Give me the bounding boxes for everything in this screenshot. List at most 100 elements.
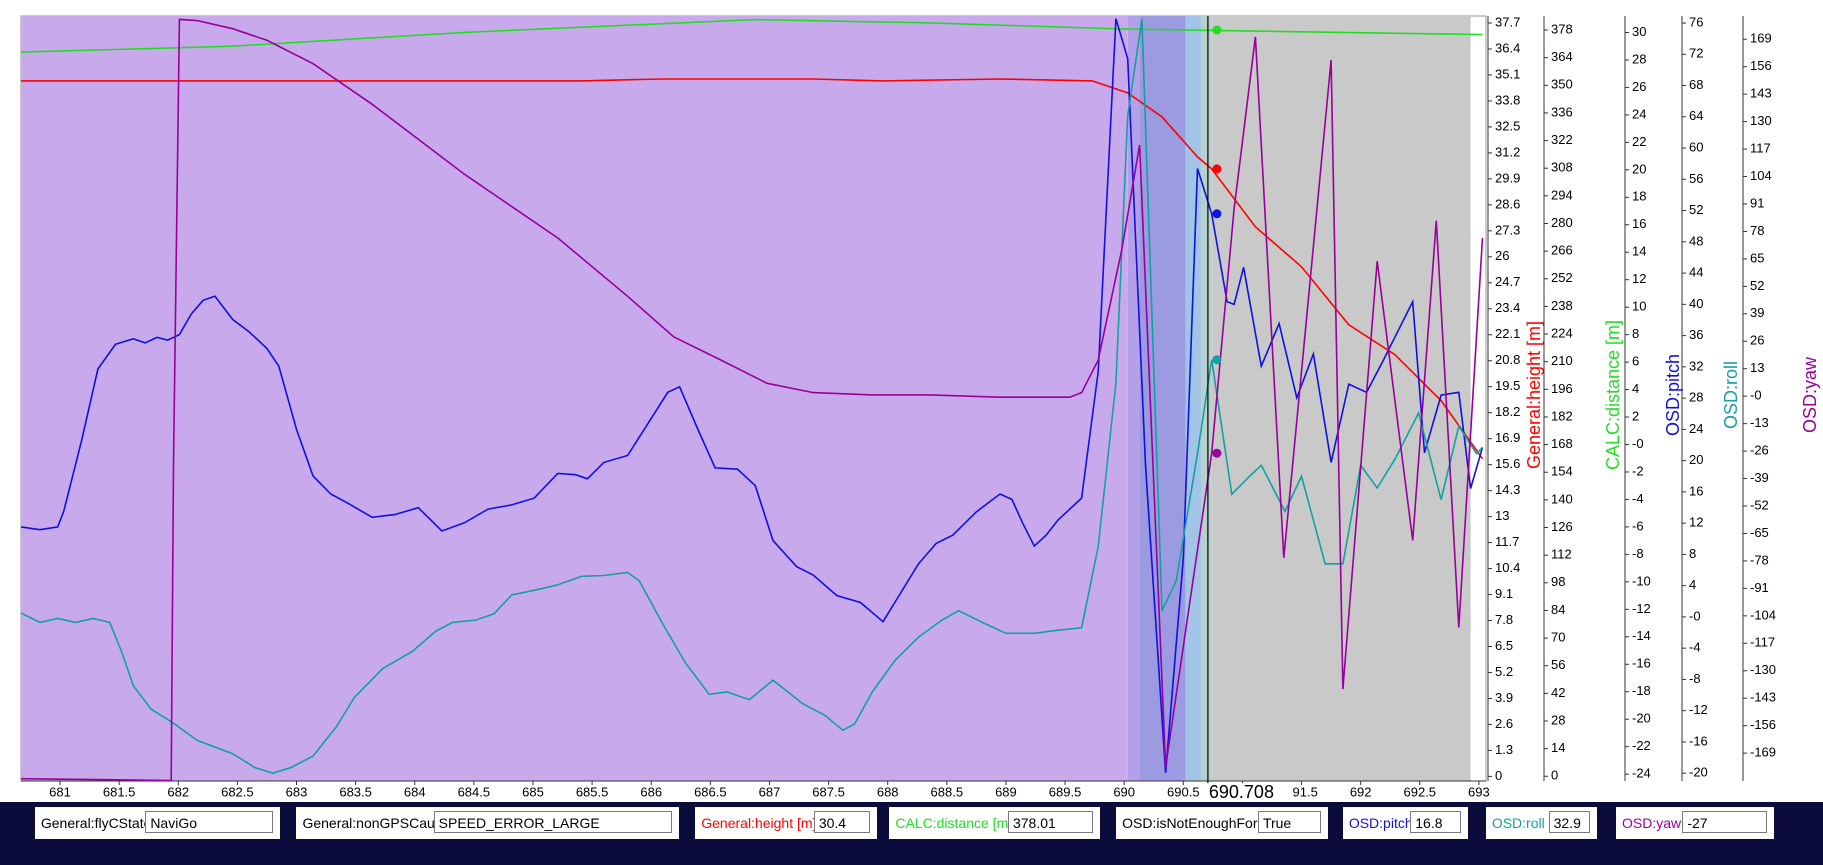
y-tick-label: 266 bbox=[1551, 243, 1573, 258]
x-tick-label: 691.5 bbox=[1285, 784, 1318, 799]
y-tick-label: -18 bbox=[1632, 683, 1651, 698]
y-tick-label: 6.5 bbox=[1495, 638, 1513, 653]
y-tick-label: 24 bbox=[1632, 106, 1646, 121]
y-tick-label: 169 bbox=[1750, 31, 1772, 46]
x-tick-label: 689 bbox=[995, 784, 1017, 799]
y-tick-label: -117 bbox=[1750, 635, 1775, 650]
y-tick-label: 91 bbox=[1750, 195, 1764, 210]
readout-field: OSD:yaw -27 bbox=[1616, 807, 1775, 839]
x-tick-label: 692 bbox=[1350, 784, 1372, 799]
field-label: General:height [m] bbox=[701, 815, 817, 831]
series-line bbox=[21, 18, 1484, 773]
y-tick-label: -14 bbox=[1632, 628, 1651, 643]
field-label: CALC:distance [m] bbox=[895, 815, 1013, 831]
y-tick-label: 29.9 bbox=[1495, 170, 1520, 185]
y-tick-label: -12 bbox=[1632, 601, 1651, 616]
y-tick-label: 294 bbox=[1551, 187, 1573, 202]
y-tick-label: 48 bbox=[1689, 233, 1703, 248]
y-tick-label: 76 bbox=[1689, 14, 1703, 29]
x-tick-label: 689.5 bbox=[1049, 784, 1082, 799]
y-tick-label: 28 bbox=[1689, 390, 1703, 405]
y-tick-label: 26 bbox=[1750, 333, 1764, 348]
y-tick-label: 56 bbox=[1551, 657, 1565, 672]
y-tick-label: 11.7 bbox=[1495, 534, 1519, 549]
readout-field: General:height [m] 30.4 bbox=[695, 807, 877, 839]
field-value: 32.9 bbox=[1548, 811, 1591, 833]
y-tick-label: 60 bbox=[1689, 139, 1703, 154]
y-tick-label: -8 bbox=[1632, 546, 1644, 561]
x-tick-label: 692.5 bbox=[1404, 784, 1437, 799]
y-tick-label: -26 bbox=[1750, 443, 1769, 458]
y-tick-label: 5.2 bbox=[1495, 664, 1513, 679]
y-tick-label: 16 bbox=[1689, 483, 1703, 498]
field-label: OSD:pitch bbox=[1348, 815, 1413, 831]
y-tick-label: 20 bbox=[1689, 452, 1703, 467]
y-tick-label: 130 bbox=[1750, 113, 1772, 128]
y-tick-label: 168 bbox=[1551, 436, 1573, 451]
y-tick-label: 378 bbox=[1551, 21, 1573, 36]
y-tick-label: 14 bbox=[1551, 740, 1565, 755]
field-value: 30.4 bbox=[813, 811, 870, 833]
cursor-dot bbox=[1212, 448, 1222, 458]
y-tick-label: 0 bbox=[1551, 768, 1558, 783]
state-region bbox=[1211, 16, 1471, 781]
cursor-dot bbox=[1212, 25, 1222, 35]
y-tick-label: -65 bbox=[1750, 525, 1769, 540]
x-tick-label: 693 bbox=[1468, 784, 1490, 799]
y-tick-label: -0 bbox=[1750, 388, 1762, 403]
x-tick-label: 687 bbox=[759, 784, 781, 799]
y-tick-label: 14.3 bbox=[1495, 482, 1520, 497]
y-tick-label: -6 bbox=[1632, 518, 1644, 533]
y-tick-label: -130 bbox=[1750, 662, 1776, 677]
y-tick-label: 1.3 bbox=[1495, 742, 1513, 757]
y-tick-label: 238 bbox=[1551, 298, 1573, 313]
y-tick-label: 9.1 bbox=[1495, 586, 1513, 601]
y-axis-title: OSD:roll bbox=[1721, 361, 1741, 429]
y-tick-label: -8 bbox=[1689, 671, 1701, 686]
x-tick-label: 688.5 bbox=[931, 784, 964, 799]
y-tick-label: 2 bbox=[1632, 408, 1639, 423]
x-tick-label: 690 bbox=[1113, 784, 1135, 799]
x-tick-label: 684.5 bbox=[458, 784, 491, 799]
y-tick-label: 36 bbox=[1689, 327, 1703, 342]
y-tick-label: 156 bbox=[1750, 58, 1772, 73]
y-tick-label: -104 bbox=[1750, 607, 1776, 622]
y-tick-label: 39 bbox=[1750, 305, 1764, 320]
y-tick-label: 13 bbox=[1750, 360, 1764, 375]
y-axis-title: OSD:yaw bbox=[1800, 356, 1820, 433]
x-tick-label: 687.5 bbox=[812, 784, 845, 799]
field-value: 378.01 bbox=[1007, 811, 1093, 833]
y-tick-label: 52 bbox=[1750, 278, 1764, 293]
field-value: SPEED_ERROR_LARGE bbox=[433, 811, 672, 833]
y-tick-label: 27.3 bbox=[1495, 222, 1520, 237]
readout-field: OSD:pitch 16.8 bbox=[1342, 807, 1469, 839]
y-tick-label: 7.8 bbox=[1495, 612, 1513, 627]
state-region bbox=[1139, 16, 1186, 781]
y-tick-label: 23.4 bbox=[1495, 300, 1520, 315]
readout-field: CALC:distance [m] 378.01 bbox=[889, 807, 1100, 839]
y-axis-title: General:height [m] bbox=[1524, 321, 1544, 469]
y-tick-label: -16 bbox=[1632, 656, 1651, 671]
y-tick-label: 20 bbox=[1632, 161, 1646, 176]
y-tick-label: -39 bbox=[1750, 470, 1769, 485]
field-value: True bbox=[1257, 811, 1321, 833]
y-tick-label: -0 bbox=[1689, 608, 1701, 623]
y-tick-label: 8 bbox=[1632, 326, 1639, 341]
field-value: 16.8 bbox=[1410, 811, 1462, 833]
x-tick-label: 690.5 bbox=[1167, 784, 1200, 799]
y-tick-label: 126 bbox=[1551, 519, 1573, 534]
y-tick-label: 14 bbox=[1632, 244, 1646, 259]
y-tick-label: 72 bbox=[1689, 46, 1703, 61]
field-value: -27 bbox=[1682, 811, 1768, 833]
y-tick-label: 24.7 bbox=[1495, 274, 1520, 289]
y-tick-label: 98 bbox=[1551, 574, 1565, 589]
y-tick-label: -52 bbox=[1750, 497, 1769, 512]
state-region bbox=[1185, 16, 1202, 781]
y-tick-label: 68 bbox=[1689, 77, 1703, 92]
readout-field: OSD:isNotEnoughForce True bbox=[1116, 807, 1328, 839]
cursor-label-bg bbox=[1205, 783, 1292, 802]
y-tick-label: 252 bbox=[1551, 270, 1573, 285]
field-label: General:nonGPSCause bbox=[302, 815, 450, 831]
y-tick-label: 210 bbox=[1551, 353, 1573, 368]
